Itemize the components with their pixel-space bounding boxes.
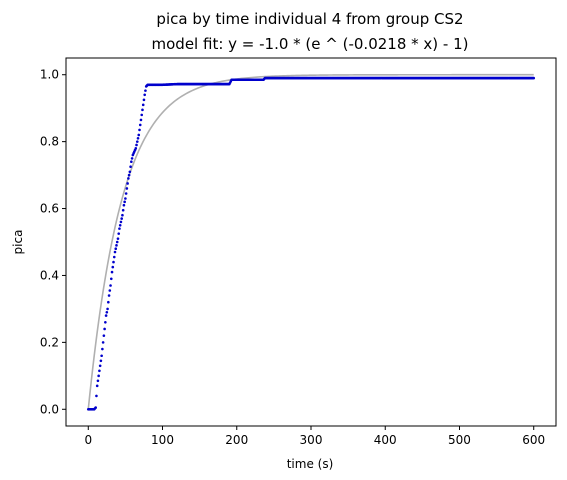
data-point: [135, 143, 138, 147]
data-point: [141, 103, 145, 107]
data-point: [129, 165, 132, 169]
data-point: [95, 384, 99, 388]
data-point: [138, 128, 141, 132]
data-point: [144, 89, 147, 92]
y-tick-label: 0.6: [40, 202, 59, 216]
data-point: [122, 203, 126, 207]
y-axis-label: pica: [11, 230, 25, 255]
data-point: [104, 314, 108, 317]
data-point: [115, 240, 119, 244]
data-point: [136, 136, 140, 140]
y-tick-label: 0.8: [40, 135, 59, 149]
data-point: [143, 93, 146, 97]
y-tick-label: 0.2: [40, 335, 59, 349]
y-tick-label: 1.0: [40, 68, 59, 82]
x-axis-ticks: 0 100 200 300 400 500 600: [84, 426, 545, 447]
data-point: [135, 140, 139, 143]
data-point: [140, 113, 144, 117]
data-point: [101, 341, 105, 344]
data-point: [137, 133, 141, 137]
data-point: [94, 406, 97, 409]
data-point: [125, 187, 129, 190]
data-point: [107, 294, 111, 297]
data-point: [105, 310, 109, 314]
data-point: [120, 217, 123, 220]
data-point: [111, 265, 115, 269]
data-point: [117, 232, 121, 235]
x-tick-label: 300: [300, 433, 323, 447]
data-point: [98, 369, 101, 373]
data-point: [107, 300, 110, 304]
data-point: [124, 192, 128, 195]
data-point: [127, 177, 130, 180]
data-point: [112, 260, 115, 264]
x-tick-label: 400: [374, 433, 397, 447]
data-point: [141, 108, 144, 112]
data-point: [100, 354, 103, 358]
data-point: [97, 374, 100, 378]
data-point: [101, 347, 104, 351]
data-point: [142, 98, 146, 102]
data-point: [109, 277, 113, 281]
data-point: [112, 255, 116, 259]
data-point: [124, 197, 127, 200]
data-point: [119, 220, 123, 224]
data-point: [532, 76, 536, 80]
fit-curve-layer: [87, 73, 534, 410]
data-point: [113, 250, 117, 254]
data-point: [118, 223, 122, 227]
fit-curve: [87, 73, 534, 410]
y-axis-ticks: 0.0 0.2 0.4 0.6 0.8 1.0: [40, 68, 66, 416]
data-point: [134, 147, 138, 150]
x-axis-label: time (s): [287, 457, 334, 471]
data-point: [127, 173, 131, 177]
y-tick-label: 0.4: [40, 268, 59, 282]
x-tick-label: 500: [448, 433, 471, 447]
data-point: [130, 160, 133, 164]
data-point: [138, 123, 142, 127]
data-point: [109, 284, 112, 287]
data-point: [103, 327, 106, 331]
data-point: [121, 213, 124, 217]
data-point: [110, 270, 114, 274]
plot-area: [65, 57, 557, 427]
data-point: [96, 379, 100, 383]
data-point: [123, 200, 126, 204]
data-point: [95, 394, 98, 398]
x-tick-label: 200: [225, 433, 248, 447]
data-point: [116, 237, 120, 240]
chart-title: pica by time individual 4 from group CS2: [156, 10, 463, 28]
x-tick-label: 600: [522, 433, 545, 447]
data-point: [121, 208, 125, 212]
data-point: [98, 364, 102, 368]
data-point: [102, 334, 106, 337]
data-point: [99, 359, 103, 363]
data-point: [115, 244, 118, 247]
x-tick-label: 0: [84, 433, 92, 447]
y-tick-label: 0.0: [40, 402, 59, 416]
data-point: [126, 182, 129, 185]
chart-subtitle: model fit: y = -1.0 * (e ^ (-0.0218 * x)…: [152, 35, 469, 53]
data-points-layer: [86, 76, 536, 411]
data-point: [118, 227, 121, 230]
data-point: [130, 157, 134, 160]
x-tick-label: 100: [151, 433, 174, 447]
data-point: [106, 307, 109, 311]
data-point: [104, 320, 107, 324]
data-point: [114, 247, 118, 250]
data-point: [108, 289, 112, 292]
data-point: [128, 170, 132, 174]
data-point: [139, 118, 143, 122]
